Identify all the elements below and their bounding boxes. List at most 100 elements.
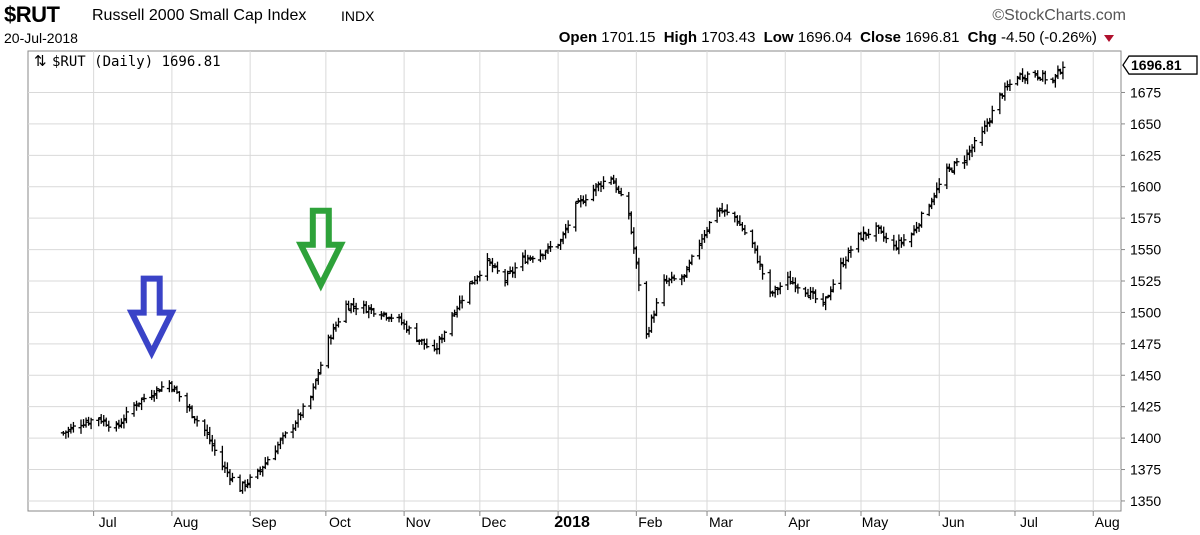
y-tick-label: 1400 bbox=[1130, 430, 1161, 446]
ohlc-bar bbox=[212, 439, 218, 456]
ohlc-bar bbox=[194, 415, 200, 427]
y-tick-label: 1375 bbox=[1130, 462, 1161, 478]
x-axis: Jul Aug Sep Oct Nov Dec 2018 Feb Mar Apr May Jun Jul… bbox=[93, 511, 1120, 531]
x-tick-label: Dec bbox=[481, 514, 506, 530]
low-value: 1696.04 bbox=[797, 29, 852, 46]
ohlc-bar bbox=[154, 386, 160, 400]
close-value: 1696.81 bbox=[905, 29, 960, 46]
x-tick-label: 2018 bbox=[554, 514, 590, 531]
ohlc-bar bbox=[573, 201, 579, 232]
ohlc-bar bbox=[318, 361, 324, 375]
ohlc-bar bbox=[371, 307, 377, 317]
y-tick-label: 1425 bbox=[1130, 399, 1161, 415]
ohlc-bar bbox=[495, 261, 501, 274]
ohlc-bar bbox=[548, 240, 554, 252]
last-value-tag: 1696.81 bbox=[1122, 55, 1198, 75]
x-tick-label: Aug bbox=[173, 514, 198, 530]
ohlc-bar bbox=[247, 474, 253, 488]
high-label: High bbox=[663, 29, 698, 46]
ohlc-bar bbox=[707, 221, 713, 234]
series-label: $RUT (Daily) 1696.81 bbox=[52, 54, 221, 70]
y-tick-label: 1550 bbox=[1130, 242, 1161, 258]
brand-label: ©StockCharts.com bbox=[992, 7, 1126, 24]
x-tick-label: Apr bbox=[788, 514, 810, 530]
index-name: Russell 2000 Small Cap Index bbox=[92, 7, 307, 24]
x-tick-label: Mar bbox=[709, 514, 733, 530]
ohlc-bars bbox=[60, 61, 1066, 494]
x-tick-label: Jul bbox=[99, 514, 117, 530]
ohlc-bar bbox=[335, 317, 341, 328]
ohlc-bar bbox=[106, 420, 112, 432]
ohlc-bar bbox=[724, 204, 730, 216]
ohlc-bar bbox=[88, 417, 94, 430]
high-value: 1703.43 bbox=[701, 29, 756, 46]
ohlc-bar bbox=[123, 406, 129, 424]
ohlc-bar bbox=[618, 187, 624, 197]
ohlc-bar bbox=[583, 194, 589, 207]
ohlc-bar bbox=[442, 330, 448, 342]
ohlc-bar bbox=[954, 157, 960, 167]
x-tick-label: May bbox=[862, 514, 888, 530]
ohlc-bar bbox=[777, 282, 783, 295]
ohlc-bar bbox=[760, 264, 766, 280]
y-tick-label: 1675 bbox=[1130, 84, 1161, 100]
ohlc-bar bbox=[636, 257, 642, 292]
ohlc-bar bbox=[883, 232, 889, 244]
ohlc-bar bbox=[406, 325, 412, 335]
x-tick-label: Oct bbox=[329, 514, 351, 530]
y-tick-label: 1450 bbox=[1130, 367, 1161, 383]
close-label: Close bbox=[860, 29, 902, 46]
ohlc-bar bbox=[989, 105, 995, 124]
exchange-label: INDX bbox=[341, 8, 375, 24]
low-label: Low bbox=[763, 29, 794, 46]
ohlc-bar bbox=[141, 393, 147, 403]
y-tick-label: 1575 bbox=[1130, 210, 1161, 226]
ohlc-bar bbox=[901, 234, 907, 247]
ohlc-bar bbox=[671, 274, 677, 281]
down-triangle-icon bbox=[1104, 34, 1114, 42]
y-tick-label: 1500 bbox=[1130, 304, 1161, 320]
y-tick-label: 1600 bbox=[1130, 179, 1161, 195]
ohlc-bar bbox=[353, 302, 359, 316]
ohlc-bar bbox=[972, 136, 978, 153]
x-tick-label: Nov bbox=[406, 514, 431, 530]
ohlc-bar bbox=[565, 220, 571, 234]
open-label: Open bbox=[558, 29, 598, 46]
ohlc-bar bbox=[813, 289, 819, 304]
ohlc-bar bbox=[1025, 71, 1031, 85]
last-value-text: 1696.81 bbox=[1131, 57, 1182, 73]
ohlc-bar bbox=[265, 456, 271, 466]
ohlc-bar bbox=[742, 224, 748, 236]
ohlc-bar bbox=[176, 391, 182, 402]
open-value: 1701.15 bbox=[601, 29, 656, 46]
ohlc-bar bbox=[282, 431, 288, 439]
y-tick-label: 1650 bbox=[1130, 116, 1161, 132]
ohlc-bar bbox=[229, 472, 235, 483]
ohlc-bar bbox=[459, 295, 465, 309]
blue-down-arrow bbox=[126, 275, 177, 360]
chart-label-icon: ⇅ bbox=[34, 53, 47, 70]
annotations bbox=[126, 207, 346, 360]
ohlc-bar bbox=[601, 176, 607, 190]
ohlc-bar bbox=[300, 403, 306, 418]
last-value-box bbox=[1122, 55, 1198, 75]
ohlc-bar bbox=[424, 338, 430, 349]
ohlc-bar bbox=[848, 245, 854, 258]
ohlc-bar bbox=[530, 255, 536, 263]
ohlc-bar bbox=[1042, 70, 1048, 85]
ohlc-bar bbox=[477, 270, 483, 282]
chg-value: -4.50 (-0.26%) bbox=[1000, 29, 1097, 46]
ohlc-bar bbox=[830, 279, 836, 293]
x-tick-label: Jul bbox=[1020, 514, 1038, 530]
y-tick-label: 1625 bbox=[1130, 147, 1161, 163]
x-tick-label: Jun bbox=[942, 514, 965, 530]
x-tick-label: Sep bbox=[252, 514, 277, 530]
y-tick-label: 1475 bbox=[1130, 336, 1161, 352]
x-tick-label: Feb bbox=[638, 514, 662, 530]
ohlc-bar bbox=[1007, 79, 1013, 91]
chg-label: Chg bbox=[967, 29, 997, 46]
ohlc-bar bbox=[919, 211, 925, 228]
ohlc-bar bbox=[388, 313, 394, 322]
ohlc-bar bbox=[936, 178, 942, 194]
